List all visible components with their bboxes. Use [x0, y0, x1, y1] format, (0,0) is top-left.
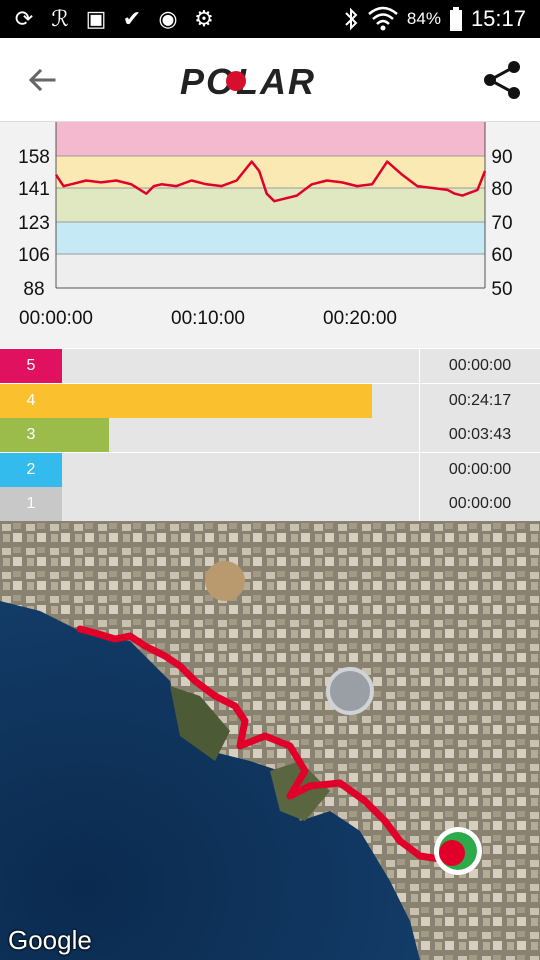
zone-bar-track — [62, 418, 419, 452]
logo-text: POLAR — [180, 62, 316, 102]
zone-row-3: 3 00:03:43 — [0, 418, 540, 452]
notification-icons: ⟳ ℛ ▣ ✔ ◉ ⚙ — [10, 5, 218, 33]
status-bar: ⟳ ℛ ▣ ✔ ◉ ⚙ 84% 15:17 — [0, 0, 540, 38]
sea-area — [0, 601, 420, 960]
clock: 15:17 — [470, 6, 526, 31]
battery-icon — [449, 7, 462, 31]
chrome-icon: ◉ — [158, 6, 178, 32]
battery-percent: 84% — [406, 9, 441, 28]
left-tick-label: 123 — [18, 213, 50, 234]
finish-marker-icon[interactable] — [434, 827, 482, 875]
zone-row-1: 1 00:00:00 — [0, 487, 540, 521]
zone-row-4: 4 00:24:17 — [0, 383, 540, 418]
right-tick-label: 70 — [491, 213, 512, 234]
zone-band-4 — [56, 155, 485, 189]
zone-bar-track — [62, 452, 419, 487]
zone-row-2: 2 00:00:00 — [0, 452, 540, 487]
zone-label: 5 — [0, 349, 62, 383]
heart-rate-line — [54, 160, 487, 203]
zone-time: 00:00:00 — [420, 349, 540, 383]
x-tick-label: 00:20:00 — [323, 308, 397, 329]
right-tick-label: 50 — [491, 279, 512, 300]
left-tick-label: 106 — [18, 245, 50, 266]
zone-time: 00:24:17 — [420, 383, 540, 418]
zone-row-5: 5 00:00:00 — [0, 349, 540, 383]
map-view[interactable] — [0, 521, 540, 960]
bluetooth-icon — [345, 7, 358, 31]
google-attribution: Google — [8, 925, 92, 955]
settings-icon: ⚙ — [194, 6, 214, 32]
zone-band-5 — [56, 122, 485, 156]
zone-band-2 — [56, 221, 485, 255]
image-icon: ▣ — [85, 6, 107, 32]
share-icon[interactable] — [480, 58, 524, 102]
check-icon: ✔ — [122, 6, 142, 32]
wifi-icon — [368, 6, 398, 31]
zone-time: 00:00:00 — [420, 452, 540, 487]
zone-label: 1 — [0, 487, 62, 521]
arrow-back-icon[interactable] — [22, 60, 62, 100]
route-map[interactable]: Google — [0, 521, 540, 960]
headland — [170, 686, 230, 761]
left-tick-label: 88 — [23, 279, 44, 300]
zone-bar-fill — [62, 418, 110, 452]
polar-flow-icon: ℛ — [51, 6, 69, 32]
zone-band-3 — [56, 188, 485, 222]
polar-logo: POLAR — [180, 62, 316, 102]
zone-bar-track — [62, 487, 419, 521]
right-tick-label: 60 — [491, 245, 512, 266]
zone-label: 2 — [0, 452, 62, 487]
left-tick-label: 141 — [18, 179, 50, 200]
app-bar: POLAR — [0, 38, 540, 122]
zone-bar-track — [62, 349, 419, 383]
roundabout — [326, 667, 374, 715]
zone-label: 3 — [0, 418, 62, 452]
x-tick-label: 00:00:00 — [19, 308, 93, 329]
sync-icon: ⟳ — [14, 6, 34, 32]
zone-band-1 — [56, 254, 485, 288]
zone-time: 00:03:43 — [420, 418, 540, 452]
heart-rate-zones: 5 00:00:00 4 00:24:17 3 00:03:43 2 00:00:00 1 00:… — [0, 349, 540, 521]
zone-time: 00:00:00 — [420, 487, 540, 521]
heart-rate-chart: 158 141 123 106 88 90 80 70 60 50 00:00:00 00:10:00… — [0, 122, 540, 348]
heart-rate-chart-svg: 158 141 123 106 88 90 80 70 60 50 00:00:00 00:10:00… — [18, 122, 513, 329]
zone-bar-track — [62, 383, 419, 418]
system-status: 84% 15:17 — [343, 6, 526, 32]
right-tick-label: 90 — [491, 147, 512, 168]
zone-bar-fill — [62, 383, 372, 418]
zone-label: 4 — [0, 383, 62, 418]
left-tick-label: 158 — [18, 147, 50, 168]
x-tick-label: 00:10:00 — [171, 308, 245, 329]
right-tick-label: 80 — [491, 179, 512, 200]
plaza — [205, 561, 245, 601]
route-path — [76, 625, 444, 863]
